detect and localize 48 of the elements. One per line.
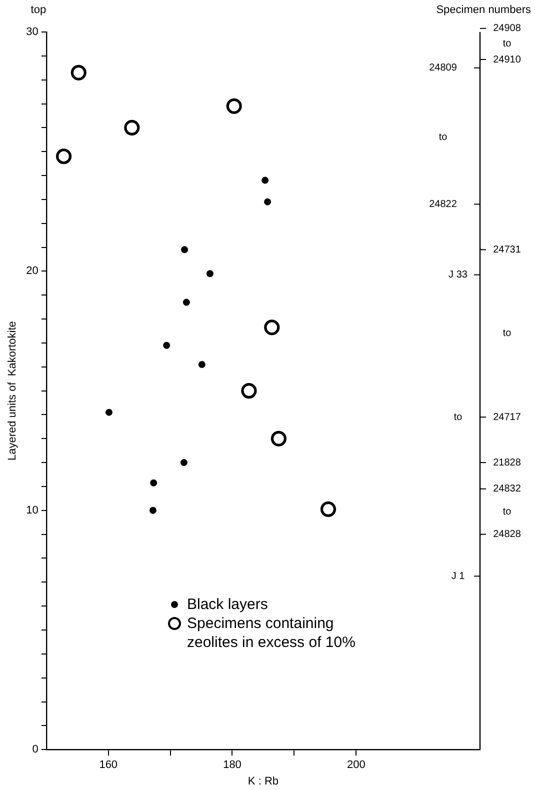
text: top xyxy=(30,4,46,16)
text: Specimen numbers xyxy=(436,4,532,16)
annotation: 24809 xyxy=(429,62,458,74)
text: to xyxy=(502,328,512,340)
point xyxy=(105,408,112,416)
annotation: to xyxy=(438,132,448,143)
y-axis-title: Layered units of Kakortokite xyxy=(6,321,19,461)
x-tick-label: 180 xyxy=(223,759,242,772)
y-tick-label: 10 xyxy=(26,504,38,516)
legend-label: Specimens containing zeolites in excess of 10% xyxy=(187,614,356,652)
y-tick-label: 0 xyxy=(32,744,38,756)
text: 24828 xyxy=(493,529,522,540)
point xyxy=(150,479,158,486)
text: 24731 xyxy=(493,244,522,256)
x-tick-label: 200 xyxy=(346,759,366,772)
text: to xyxy=(502,38,512,50)
point xyxy=(198,360,206,368)
point xyxy=(181,246,188,254)
x-tick-label: 160 xyxy=(99,759,118,772)
point xyxy=(124,120,140,136)
text: 21828 xyxy=(493,457,522,468)
text: 24832 xyxy=(493,484,522,495)
y-tick-label: 20 xyxy=(26,265,38,278)
y-tick-label: 30 xyxy=(26,26,38,38)
point xyxy=(149,506,156,514)
point xyxy=(262,176,269,184)
x-axis-title: K : Rb xyxy=(248,775,279,788)
point xyxy=(70,64,86,80)
point xyxy=(226,98,242,114)
point xyxy=(182,298,190,306)
annotation: J 1 xyxy=(451,570,466,582)
text: 24910 xyxy=(493,54,522,66)
point xyxy=(180,459,188,466)
text: 24908 xyxy=(493,23,522,34)
point xyxy=(206,270,214,278)
point xyxy=(56,148,72,164)
text: 24717 xyxy=(493,412,522,423)
annotation: 24822 xyxy=(429,198,458,210)
legend-label: Black layers xyxy=(187,595,268,614)
annotation: to xyxy=(454,412,463,423)
point xyxy=(270,430,286,446)
point xyxy=(264,198,272,206)
point xyxy=(320,501,336,518)
point xyxy=(264,320,280,336)
annotation: J 33 xyxy=(448,270,468,281)
text: to xyxy=(502,506,512,518)
point xyxy=(241,383,257,399)
point xyxy=(163,342,170,349)
